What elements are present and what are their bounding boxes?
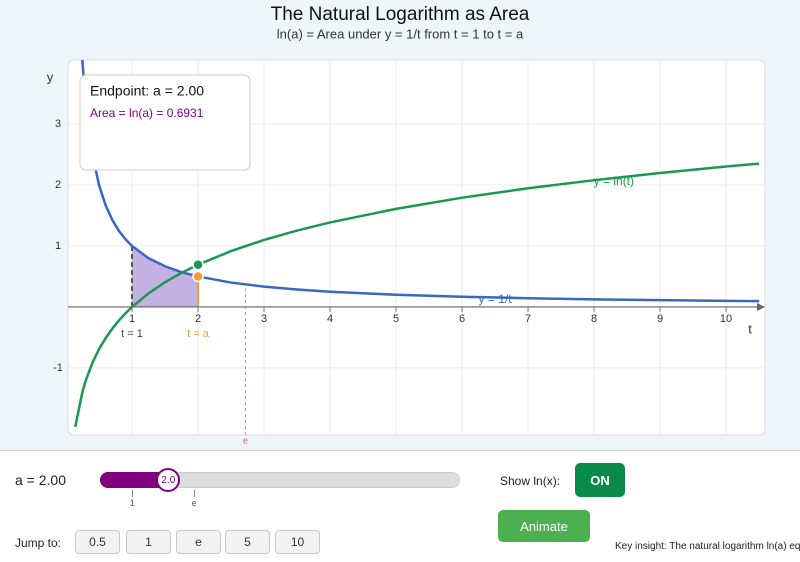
animate-button[interactable]: Animate (498, 510, 590, 542)
x-tick-label: 9 (657, 313, 663, 325)
chart: The Natural Logarithm as Area ln(a) = Ar… (47, 4, 766, 445)
jump-button[interactable]: 5 (225, 530, 270, 554)
slider-tick-label: e (191, 498, 197, 508)
jump-button[interactable]: 0.5 (75, 530, 120, 554)
start-label: t = 1 (121, 328, 143, 340)
slider-thumb[interactable]: 2.0 (156, 468, 181, 492)
y-tick-label: -1 (53, 362, 63, 374)
y-tick-label: 3 (55, 118, 61, 130)
jump-label: Jump to: (15, 536, 62, 550)
x-tick-label: 8 (591, 313, 597, 325)
x-tick-label: 10 (720, 313, 732, 325)
x-tick-label: 2 (195, 313, 201, 325)
e-label: e (243, 435, 248, 445)
info-area: Area = ln(a) = 0.6931 (90, 106, 204, 120)
show-ln-label: Show ln(x): (500, 474, 561, 488)
y-tick-label: 2 (55, 179, 61, 191)
jump-button[interactable]: 10 (275, 530, 320, 554)
title: The Natural Logarithm as Area (271, 4, 530, 25)
info-endpoint: Endpoint: a = 2.00 (90, 83, 204, 99)
x-tick-label: 6 (459, 313, 465, 325)
subtitle: ln(a) = Area under y = 1/t from t = 1 to… (277, 26, 524, 41)
slider-tick (194, 490, 196, 497)
curve-label: y = ln(t) (594, 174, 634, 188)
a-label: a = 2.00 (15, 472, 66, 488)
curve (74, 162, 760, 428)
y-tick-label: 1 (55, 240, 61, 252)
slider-fill (100, 472, 169, 488)
x-tick-label: 1 (129, 313, 135, 325)
x-axis-arrow (757, 302, 765, 311)
jump-button[interactable]: e (176, 530, 221, 554)
a-label: t = a (187, 328, 210, 340)
x-tick-label: 4 (327, 313, 333, 325)
x-tick-label: 3 (261, 313, 267, 325)
toggle-button[interactable]: ON (575, 463, 625, 497)
x-tick-label: 5 (393, 313, 399, 325)
y-axis-label: y (47, 69, 54, 84)
insight: Key insight: The natural logarithm ln(a)… (615, 541, 800, 552)
curve-label: y = 1/t (479, 292, 513, 306)
x-axis-label: t (748, 321, 752, 336)
recip-point (192, 270, 204, 283)
ln-point (192, 258, 204, 271)
x-tick-label: 7 (525, 313, 531, 325)
jump-button[interactable]: 1 (126, 530, 171, 554)
info-box (79, 74, 251, 171)
slider-tick-label: 1 (129, 498, 135, 508)
slider-tick (132, 490, 134, 497)
area-shade (132, 245, 199, 307)
